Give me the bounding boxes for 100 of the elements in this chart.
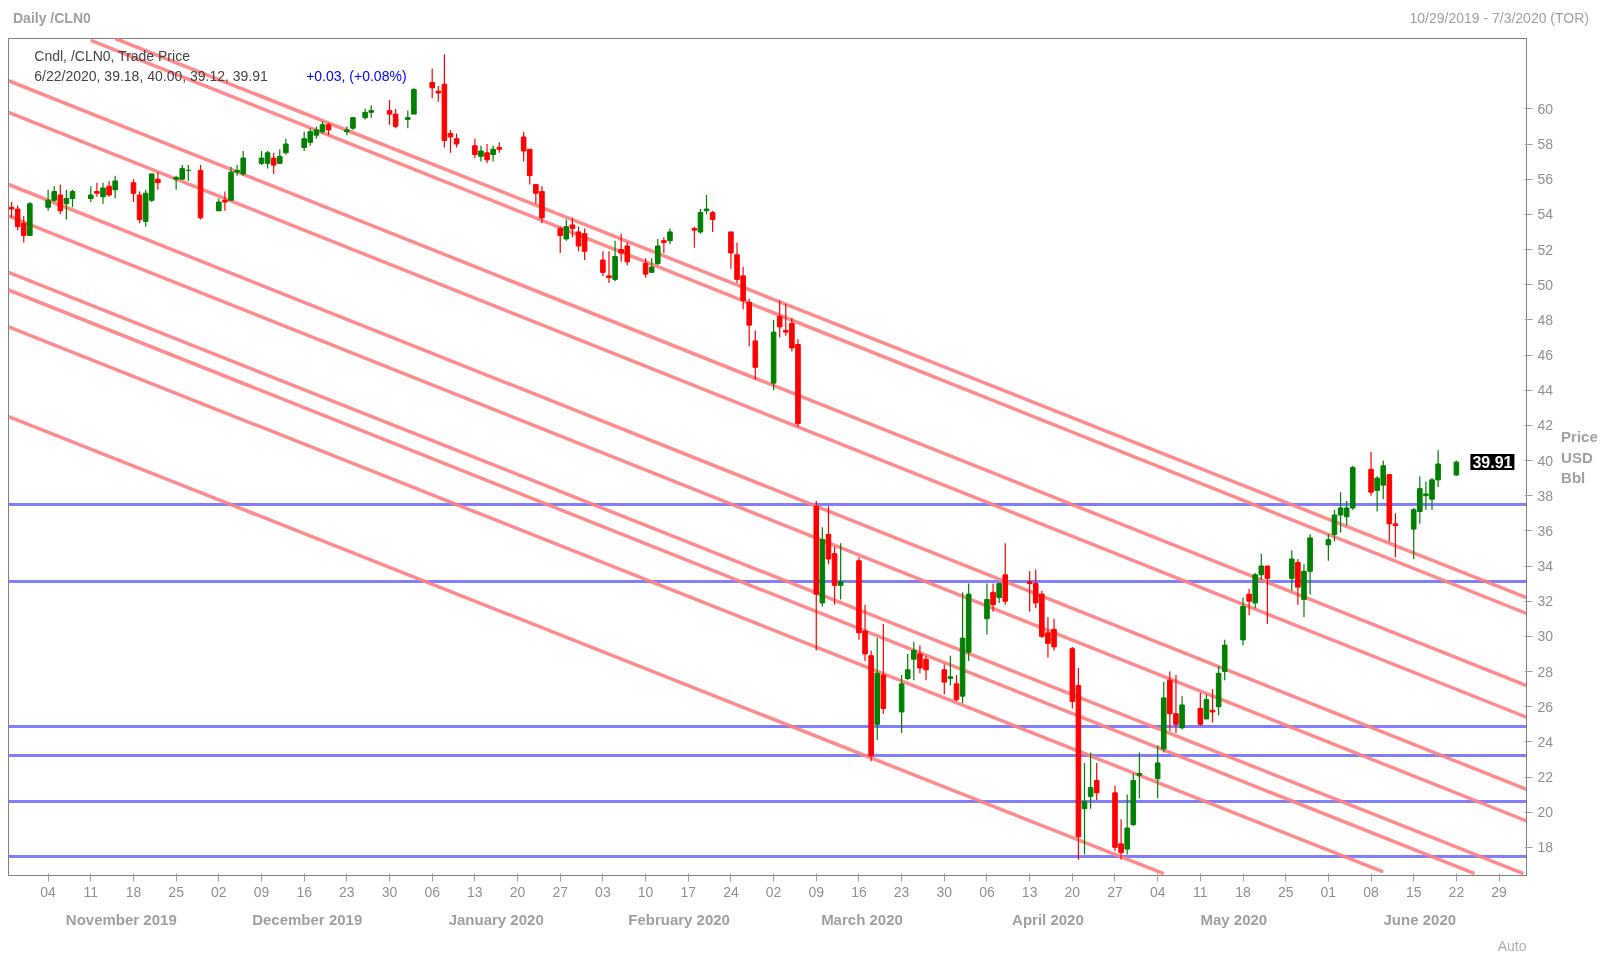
text: December 2019 (252, 910, 363, 928)
text: November 2019 (65, 910, 177, 928)
x-tick-label: 27 (1107, 883, 1123, 900)
x-tick-label: 06 (979, 883, 995, 900)
y-tick-label: 54 (1537, 206, 1554, 223)
candlestick (1136, 751, 1143, 799)
candlestick (990, 583, 996, 613)
y-tick-label: 22 (1537, 769, 1554, 786)
candlestick (709, 210, 716, 233)
candlestick (484, 143, 490, 164)
candlestick (911, 641, 917, 681)
y-tick-label: 50 (1537, 276, 1554, 293)
y-tick-label: 20 (1537, 804, 1554, 821)
candlestick (904, 653, 911, 681)
text: January 2020 (448, 910, 544, 928)
y-tick-label: 30 (1537, 628, 1554, 645)
candlestick (776, 299, 783, 339)
candlestick (600, 250, 606, 277)
candlestick (100, 182, 106, 205)
candlestick (1325, 533, 1332, 562)
candlestick (1197, 692, 1204, 727)
annotation: +0.03, (+0.08%) (306, 67, 407, 84)
x-tick-label: 11 (1193, 883, 1208, 900)
candlestick (1093, 762, 1100, 801)
candlestick (984, 583, 990, 636)
candlestick (606, 250, 612, 284)
x-tick-label: 02 (211, 883, 227, 900)
y-axis-title: Price USD Bbl (1561, 428, 1598, 486)
y-tick-label: 28 (1537, 663, 1554, 680)
candlestick (953, 674, 960, 703)
x-tick-label: 04 (1149, 883, 1166, 900)
x-tick-label: 30 (936, 883, 953, 900)
candlestick (222, 190, 228, 212)
candlestick (642, 257, 649, 279)
y-tick-label: 34 (1537, 558, 1554, 575)
x-tick-label: 09 (253, 883, 270, 900)
y-tick-label: 56 (1537, 171, 1554, 188)
candlestick (1209, 688, 1216, 724)
candlestick (94, 182, 100, 198)
candlestick (661, 236, 667, 254)
y-tick-label: 38 (1537, 487, 1554, 504)
y-tick-label: 58 (1537, 136, 1554, 152)
x-tick-label: 13 (1021, 883, 1038, 900)
x-tick-label: 23 (339, 883, 355, 900)
x-tick-label: 20 (509, 883, 526, 900)
text: June 2020 (1383, 910, 1457, 928)
candlestick (155, 171, 161, 191)
candlestick (941, 663, 948, 695)
candlestick (57, 183, 64, 215)
annotation: 39.91 (1472, 454, 1513, 472)
candlestick (1081, 762, 1088, 855)
candlestick (697, 208, 704, 235)
x-tick-label: 25 (1277, 883, 1294, 900)
candlestick (1264, 565, 1271, 625)
x-tick-label: 03 (595, 883, 611, 900)
candlestick (1124, 794, 1130, 855)
candlestick (1289, 549, 1295, 592)
x-tick-label: 08 (1363, 883, 1380, 900)
candlestick (130, 178, 137, 203)
candlestick (996, 583, 1002, 604)
x-tick-label: 30 (381, 883, 398, 900)
x-tick-label: 22 (1448, 883, 1465, 900)
x-tick-label: 01 (1320, 883, 1337, 900)
candlestick (837, 542, 844, 601)
x-tick-label: 02 (765, 883, 782, 900)
y-tick-label: 46 (1537, 347, 1554, 364)
candlestick (1203, 693, 1210, 720)
candlestick (1246, 588, 1252, 616)
x-tick-label: 29 (1491, 883, 1508, 900)
x-tick-label: 25 (168, 883, 185, 900)
candlestick (569, 217, 576, 238)
x-tick-label: 27 (552, 883, 569, 900)
y-tick-label: 42 (1537, 417, 1554, 434)
candlestick (1087, 751, 1094, 810)
candlestick (557, 226, 564, 254)
x-tick-label: 13 (467, 883, 483, 900)
candlestick (478, 145, 484, 163)
text: Auto (1497, 937, 1527, 954)
x-tick-label: 18 (125, 883, 142, 900)
candlestick (703, 194, 710, 215)
y-tick-label: 48 (1537, 311, 1554, 328)
x-tick-label: 18 (1235, 883, 1252, 900)
y-tick-label: 44 (1537, 382, 1554, 399)
y-tick-label: 40 (1537, 452, 1554, 469)
y-tick-label: 32 (1537, 593, 1554, 610)
candlestick (654, 238, 661, 266)
candlestick (472, 138, 478, 159)
text: April 2020 (1012, 910, 1084, 928)
candlestick (612, 240, 618, 282)
x-tick-label: 16 (296, 883, 313, 900)
y-tick-label: 26 (1537, 698, 1554, 715)
candlestick (1368, 451, 1374, 497)
x-tick-label: 20 (1064, 883, 1081, 900)
x-tick-label: 11 (83, 883, 99, 900)
candlestick (1154, 744, 1161, 799)
y-tick-label: 60 (1537, 100, 1554, 117)
x-tick-label: 10 (637, 883, 654, 900)
candlestick (947, 655, 954, 687)
y-tick-label: 18 (1537, 839, 1554, 856)
candlestick (746, 298, 752, 347)
